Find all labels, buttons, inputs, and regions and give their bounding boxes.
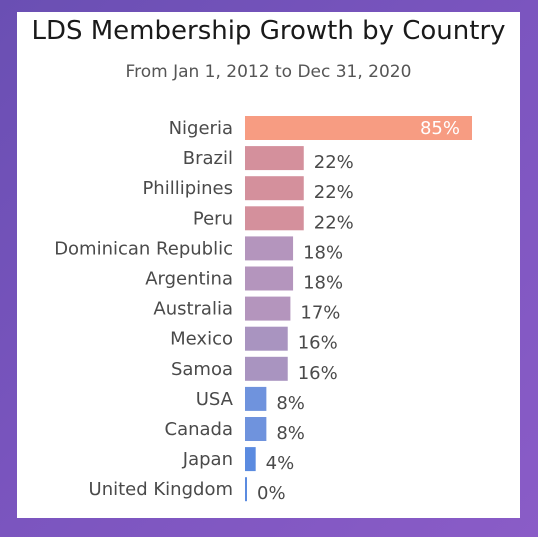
value-label: 16%	[298, 363, 338, 384]
bar-phillipines	[245, 176, 304, 201]
category-label: Peru	[193, 208, 233, 229]
value-label: 17%	[300, 303, 340, 324]
bar-united-kingdom	[245, 477, 247, 502]
category-label: Phillipines	[142, 178, 233, 199]
bar-chart: Nigeria 85% Brazil 22% Phillipines 22% Peru 22%…	[54, 116, 472, 504]
chart-subtitle: From Jan 1, 2012 to Dec 31, 2020	[125, 62, 412, 82]
category-label: Canada	[165, 419, 234, 440]
value-label: 0%	[257, 483, 286, 504]
category-label: Nigeria	[169, 118, 233, 139]
category-label: USA	[196, 389, 234, 410]
category-label: Samoa	[171, 359, 233, 380]
category-label: Mexico	[170, 329, 233, 350]
bar-samoa	[245, 356, 288, 381]
value-label: 8%	[276, 393, 305, 414]
chart-card: LDS Membership Growth by Country From Ja…	[17, 12, 520, 518]
category-label: Brazil	[183, 148, 233, 169]
bar-brazil	[245, 146, 304, 171]
value-label: 85%	[420, 118, 460, 139]
bar-australia	[245, 296, 291, 321]
bar-canada	[245, 417, 267, 441]
value-label: 4%	[266, 453, 295, 474]
bar-japan	[245, 447, 256, 472]
bar-peru	[245, 206, 304, 231]
chart-title: LDS Membership Growth by Country	[31, 16, 506, 46]
bar-nigeria	[245, 116, 472, 140]
value-label: 8%	[276, 423, 305, 444]
value-label: 22%	[314, 212, 354, 233]
value-label: 16%	[298, 333, 338, 354]
value-label: 18%	[303, 273, 343, 294]
category-label: Australia	[153, 299, 233, 320]
bar-usa	[245, 386, 267, 411]
category-label: Dominican Republic	[54, 238, 233, 259]
bar-mexico	[245, 326, 288, 351]
category-label: United Kingdom	[89, 479, 233, 500]
value-label: 22%	[314, 182, 354, 203]
category-label: Japan	[182, 449, 233, 470]
value-label: 22%	[314, 152, 354, 173]
bar-argentina	[245, 266, 294, 291]
bar-dominican-republic	[245, 236, 294, 261]
value-label: 18%	[303, 242, 343, 263]
category-label: Argentina	[145, 269, 233, 290]
